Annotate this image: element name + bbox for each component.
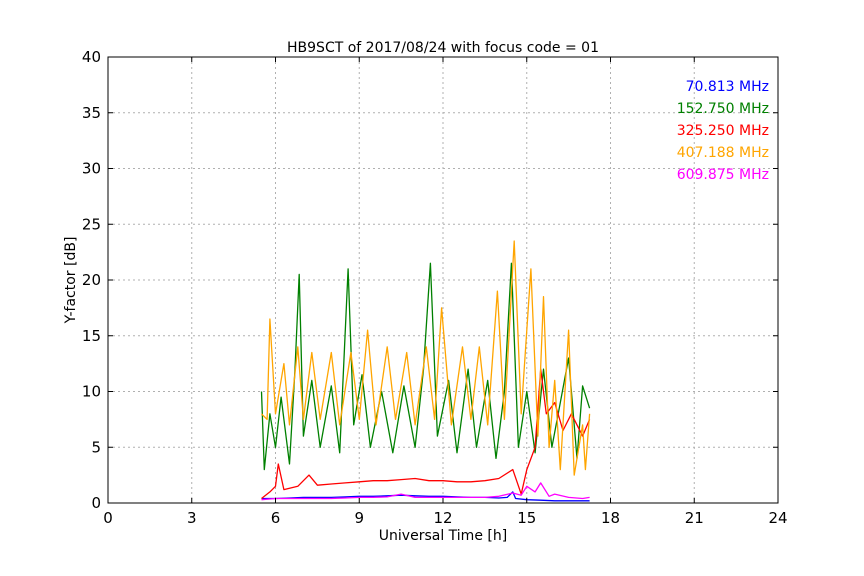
y-tick-label: 10 xyxy=(82,383,101,401)
axis-ticks: 0 3 6 9 12 15 18 21 24 0 5 10 15 20 25 30 35 40 xyxy=(82,48,788,527)
x-tick-label: 6 xyxy=(271,509,281,527)
x-tick-label: 3 xyxy=(187,509,197,527)
y-tick-label: 30 xyxy=(82,160,101,178)
y-axis-label: Y-factor [dB] xyxy=(63,237,79,325)
y-tick-label: 40 xyxy=(82,48,101,66)
legend-entry-3: 325.250 MHz xyxy=(677,123,769,139)
x-tick-label: 21 xyxy=(685,509,704,527)
legend-entry-2: 152.750 MHz xyxy=(677,101,769,117)
series-line-1 xyxy=(261,491,590,502)
series-line-5 xyxy=(261,482,590,501)
legend-entry-4: 407.188 MHz xyxy=(677,145,769,161)
y-tick-label: 25 xyxy=(82,215,101,233)
series-lines xyxy=(260,240,591,502)
grid-lines xyxy=(108,57,778,503)
y-tick-label: 5 xyxy=(91,438,101,456)
series-line-3 xyxy=(261,368,591,500)
series-line-4 xyxy=(261,240,591,476)
legend: 70.813 MHz 152.750 MHz 325.250 MHz 407.188 … xyxy=(677,79,769,183)
x-tick-label: 24 xyxy=(768,509,787,527)
legend-entry-1: 70.813 MHz xyxy=(686,79,769,95)
x-axis-label: Universal Time [h] xyxy=(379,528,507,544)
x-tick-label: 12 xyxy=(433,509,452,527)
x-tick-label: 18 xyxy=(601,509,620,527)
y-tick-label: 15 xyxy=(82,327,101,345)
x-tick-label: 15 xyxy=(517,509,536,527)
x-tick-label: 9 xyxy=(354,509,364,527)
x-tick-label: 0 xyxy=(103,509,113,527)
y-tick-label: 0 xyxy=(91,494,101,512)
y-tick-label: 35 xyxy=(82,104,101,122)
chart-title: HB9SCT of 2017/08/24 with focus code = 0… xyxy=(287,40,599,56)
legend-entry-5: 609.875 MHz xyxy=(677,167,769,183)
y-tick-label: 20 xyxy=(82,271,101,289)
series-line-2 xyxy=(260,262,591,471)
